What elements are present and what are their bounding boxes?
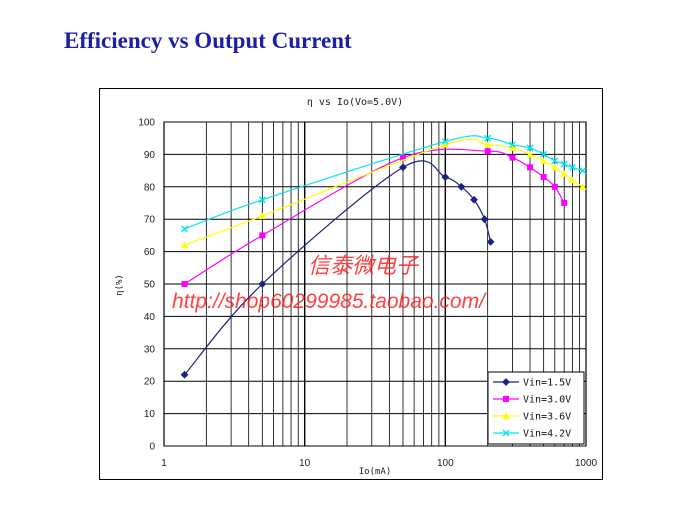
y-tick-label: 100 bbox=[138, 118, 155, 129]
series-point bbox=[509, 154, 516, 161]
series-point bbox=[399, 154, 406, 161]
y-tick-label: 0 bbox=[149, 442, 155, 453]
series-point bbox=[579, 167, 587, 175]
series-point bbox=[484, 148, 491, 155]
series-point bbox=[399, 163, 407, 172]
legend-label: Vin=3.6V bbox=[523, 412, 571, 423]
legend: Vin=1.5V Vin=3.0V Vin=3.6V Vin=4.2V bbox=[487, 371, 585, 445]
y-tick-label: 80 bbox=[144, 182, 156, 193]
x-axis-label: Io(mA) bbox=[359, 467, 392, 477]
series-point bbox=[181, 281, 188, 287]
y-tick-label: 70 bbox=[144, 215, 156, 226]
series-point bbox=[441, 173, 450, 181]
x-tick-label: 100 bbox=[437, 458, 454, 469]
y-tick-label: 30 bbox=[144, 344, 156, 355]
series-point bbox=[540, 150, 548, 158]
watermark-url-text: http://shop60299985.taobao.com/ bbox=[172, 290, 487, 313]
series-point bbox=[526, 150, 534, 158]
series-point bbox=[579, 183, 587, 190]
legend-swatch-marker bbox=[502, 429, 510, 437]
watermark: 信泰微电子 http://shop60299985.taobao.com/ bbox=[172, 253, 487, 313]
x-tick-label: 1000 bbox=[575, 458, 598, 469]
series-point bbox=[258, 280, 267, 288]
legend-swatch-marker bbox=[502, 378, 510, 386]
watermark-cn-text: 信泰微电子 bbox=[308, 253, 420, 278]
series-point bbox=[258, 212, 266, 219]
series-point bbox=[568, 176, 576, 184]
x-tick-label: 1 bbox=[161, 458, 167, 469]
efficiency-chart: η vs Io(Vo=5.0V) 0 10 20 30 40 50 60 70 80 90 100 1… bbox=[115, 97, 598, 477]
legend-box bbox=[487, 371, 585, 445]
x-tick-label: 10 bbox=[299, 458, 311, 469]
y-tick-label: 10 bbox=[144, 409, 156, 420]
series-3 bbox=[180, 138, 587, 249]
y-axis-label: η(%) bbox=[115, 274, 125, 296]
series-4 bbox=[181, 134, 587, 233]
series-point bbox=[470, 195, 478, 204]
series-layer bbox=[180, 134, 587, 379]
y-tick-label: 20 bbox=[144, 377, 156, 388]
page-title: Efficiency vs Output Current bbox=[64, 28, 352, 53]
series-point bbox=[441, 141, 449, 148]
legend-label: Vin=3.0V bbox=[523, 395, 571, 406]
legend-swatch-marker bbox=[502, 412, 510, 419]
series-point bbox=[527, 164, 534, 171]
series-point bbox=[259, 232, 266, 239]
y-tick-label: 60 bbox=[144, 247, 156, 258]
series-point bbox=[561, 200, 568, 206]
series-point bbox=[441, 137, 449, 145]
series-point bbox=[180, 370, 189, 379]
series-point bbox=[526, 144, 534, 152]
series-point bbox=[560, 170, 568, 177]
series-point bbox=[551, 163, 559, 171]
y-tick-label: 50 bbox=[144, 280, 156, 291]
series-point bbox=[508, 144, 517, 151]
series-point bbox=[540, 157, 548, 164]
series-point bbox=[568, 163, 576, 171]
y-tick-label: 90 bbox=[144, 150, 156, 161]
series-1 bbox=[180, 160, 495, 379]
series-point bbox=[484, 141, 492, 148]
series-point bbox=[551, 157, 559, 165]
chart-frame: η vs Io(Vo=5.0V) 0 10 20 30 40 50 60 70 80 90 100 1… bbox=[99, 88, 603, 480]
series-point bbox=[180, 241, 189, 249]
series-point bbox=[258, 196, 266, 204]
series-point bbox=[181, 225, 189, 233]
series-point bbox=[486, 237, 495, 246]
series-line bbox=[184, 148, 565, 285]
series-point bbox=[457, 182, 466, 191]
series-point bbox=[560, 160, 568, 168]
y-tick-label: 40 bbox=[144, 312, 156, 323]
grid bbox=[163, 121, 587, 447]
series-point bbox=[484, 134, 492, 142]
legend-swatch-marker bbox=[503, 396, 509, 402]
series-2 bbox=[181, 148, 568, 287]
legend-label: Vin=1.5V bbox=[523, 378, 571, 389]
series-point bbox=[508, 141, 516, 149]
series-point bbox=[480, 215, 489, 224]
series-point bbox=[540, 174, 547, 181]
series-point bbox=[551, 183, 558, 190]
legend-label: Vin=4.2V bbox=[523, 429, 571, 440]
chart-title: η vs Io(Vo=5.0V) bbox=[307, 97, 403, 108]
